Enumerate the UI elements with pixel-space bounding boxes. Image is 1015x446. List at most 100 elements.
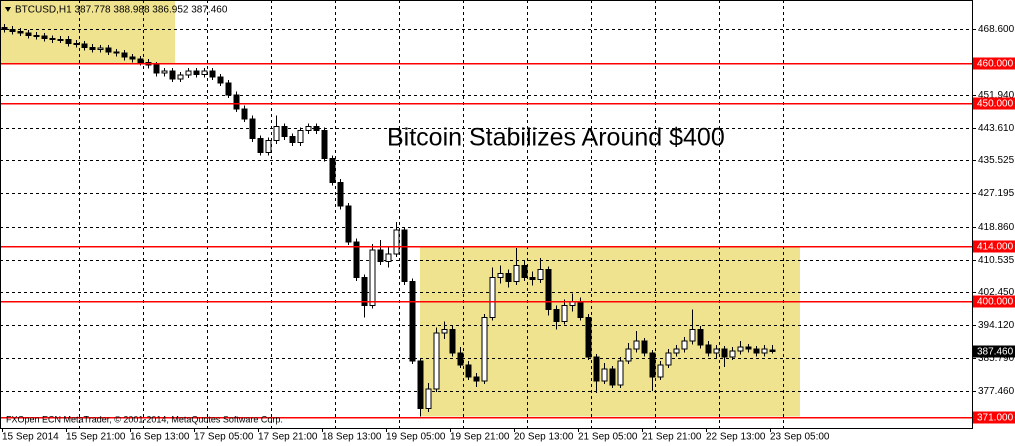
candle-body: [745, 346, 752, 350]
x-tick-label: 23 Sep 05:00: [770, 432, 830, 443]
candle-body: [625, 348, 632, 362]
x-tick-label: 18 Sep 13:00: [322, 432, 382, 443]
y-tick-label: 402.450: [978, 287, 1015, 298]
axis: 468.600 451.940 443.610 435.525 427.195 418.8…: [2, 24, 1015, 443]
candle-body: [249, 118, 256, 140]
x-tick-label: 21 Sep 05:00: [578, 432, 638, 443]
level-label: 450.000: [977, 99, 1014, 110]
candle-body: [1, 26, 8, 30]
candle-body: [265, 140, 272, 154]
candle-body: [481, 316, 488, 382]
candle-body: [289, 136, 296, 144]
candle-body: [657, 364, 664, 378]
candle-body: [177, 74, 184, 80]
candle-body: [81, 43, 88, 48]
candle-body: [345, 205, 352, 243]
candle-body: [609, 368, 616, 386]
candle-body: [257, 138, 264, 154]
candle-body: [193, 70, 200, 75]
candle-body: [425, 388, 432, 410]
level-label: 400.000: [977, 297, 1014, 308]
candle-body: [97, 47, 104, 50]
candle-body: [353, 241, 360, 279]
candle-body: [241, 108, 248, 120]
candle-body: [217, 76, 224, 84]
candle-body: [433, 332, 440, 390]
candle-body: [409, 281, 416, 362]
header: BTCUSD,H1 387.778 388.988 386.952 387.46…: [15, 5, 228, 16]
zone: [0, 0, 175, 64]
level-label: 371.000: [977, 413, 1014, 424]
candle-body: [305, 126, 312, 132]
candle-body: [9, 28, 16, 32]
candle-body: [697, 328, 704, 346]
candle-body: [737, 346, 744, 352]
candle-body: [705, 344, 712, 354]
candle-body: [449, 328, 456, 354]
candle-body: [153, 64, 160, 74]
candle-body: [73, 42, 80, 45]
candle-body: [161, 70, 168, 74]
level-label: 414.000: [977, 242, 1014, 253]
candle-body: [417, 360, 424, 410]
levels: [0, 62, 972, 419]
y-tick-label: 377.460: [978, 386, 1015, 397]
candle-body: [57, 38, 64, 41]
candle-body: [65, 38, 72, 44]
candle-body: [561, 304, 568, 322]
candle-body: [129, 56, 136, 60]
y-tick-label: 427.195: [978, 188, 1015, 199]
x-tick-label: 21 Sep 21:00: [642, 432, 702, 443]
candle-body: [513, 265, 520, 283]
candle-body: [33, 34, 40, 37]
x-tick-label: 15 Sep 21:00: [66, 432, 126, 443]
candle-body: [713, 348, 720, 354]
candle-body: [169, 70, 176, 80]
bid-tag: [973, 345, 1015, 358]
x-tick-label: 20 Sep 13:00: [514, 432, 574, 443]
candle-body: [537, 269, 544, 281]
y-tick-label: 410.535: [978, 255, 1015, 266]
candle-body: [25, 32, 32, 36]
candle-body: [225, 82, 232, 96]
candle-body: [369, 249, 376, 306]
candle-body: [641, 340, 648, 354]
x-tick-label: 22 Sep 13:00: [706, 432, 766, 443]
candle-body: [137, 58, 144, 63]
zone: [420, 245, 800, 417]
y-tick-label: 451.940: [978, 90, 1015, 101]
candle-body: [593, 356, 600, 382]
candle-body: [209, 70, 216, 78]
candle-body: [313, 126, 320, 132]
candle-body: [41, 35, 48, 40]
candle-body: [769, 349, 776, 352]
candle-body: [273, 126, 280, 142]
candle-body: [441, 328, 448, 334]
candle-body: [105, 47, 112, 53]
candle-body: [585, 316, 592, 358]
x-tick-label: 17 Sep 05:00: [194, 432, 254, 443]
candle-body: [681, 340, 688, 350]
candle-body: [529, 277, 536, 281]
level-tag: [973, 57, 1015, 70]
candle-body: [233, 94, 240, 110]
candle-body: [377, 249, 384, 263]
candle-body: [633, 340, 640, 350]
candle-body: [521, 265, 528, 279]
candle-body: [649, 352, 656, 378]
candle-body: [201, 70, 208, 75]
candle-body: [17, 30, 24, 34]
candle-body: [489, 277, 496, 318]
candle-body: [457, 352, 464, 366]
candle-body: [185, 70, 192, 76]
candle-body: [689, 328, 696, 342]
candle-body: [361, 277, 368, 306]
y-tick-label: 418.860: [978, 222, 1015, 233]
candle-body: [385, 253, 392, 263]
x-tick-label: 19 Sep 21:00: [450, 432, 510, 443]
candle-body: [729, 350, 736, 358]
candle-body: [393, 229, 400, 255]
candle-body: [545, 269, 552, 310]
candle-body: [497, 273, 504, 279]
